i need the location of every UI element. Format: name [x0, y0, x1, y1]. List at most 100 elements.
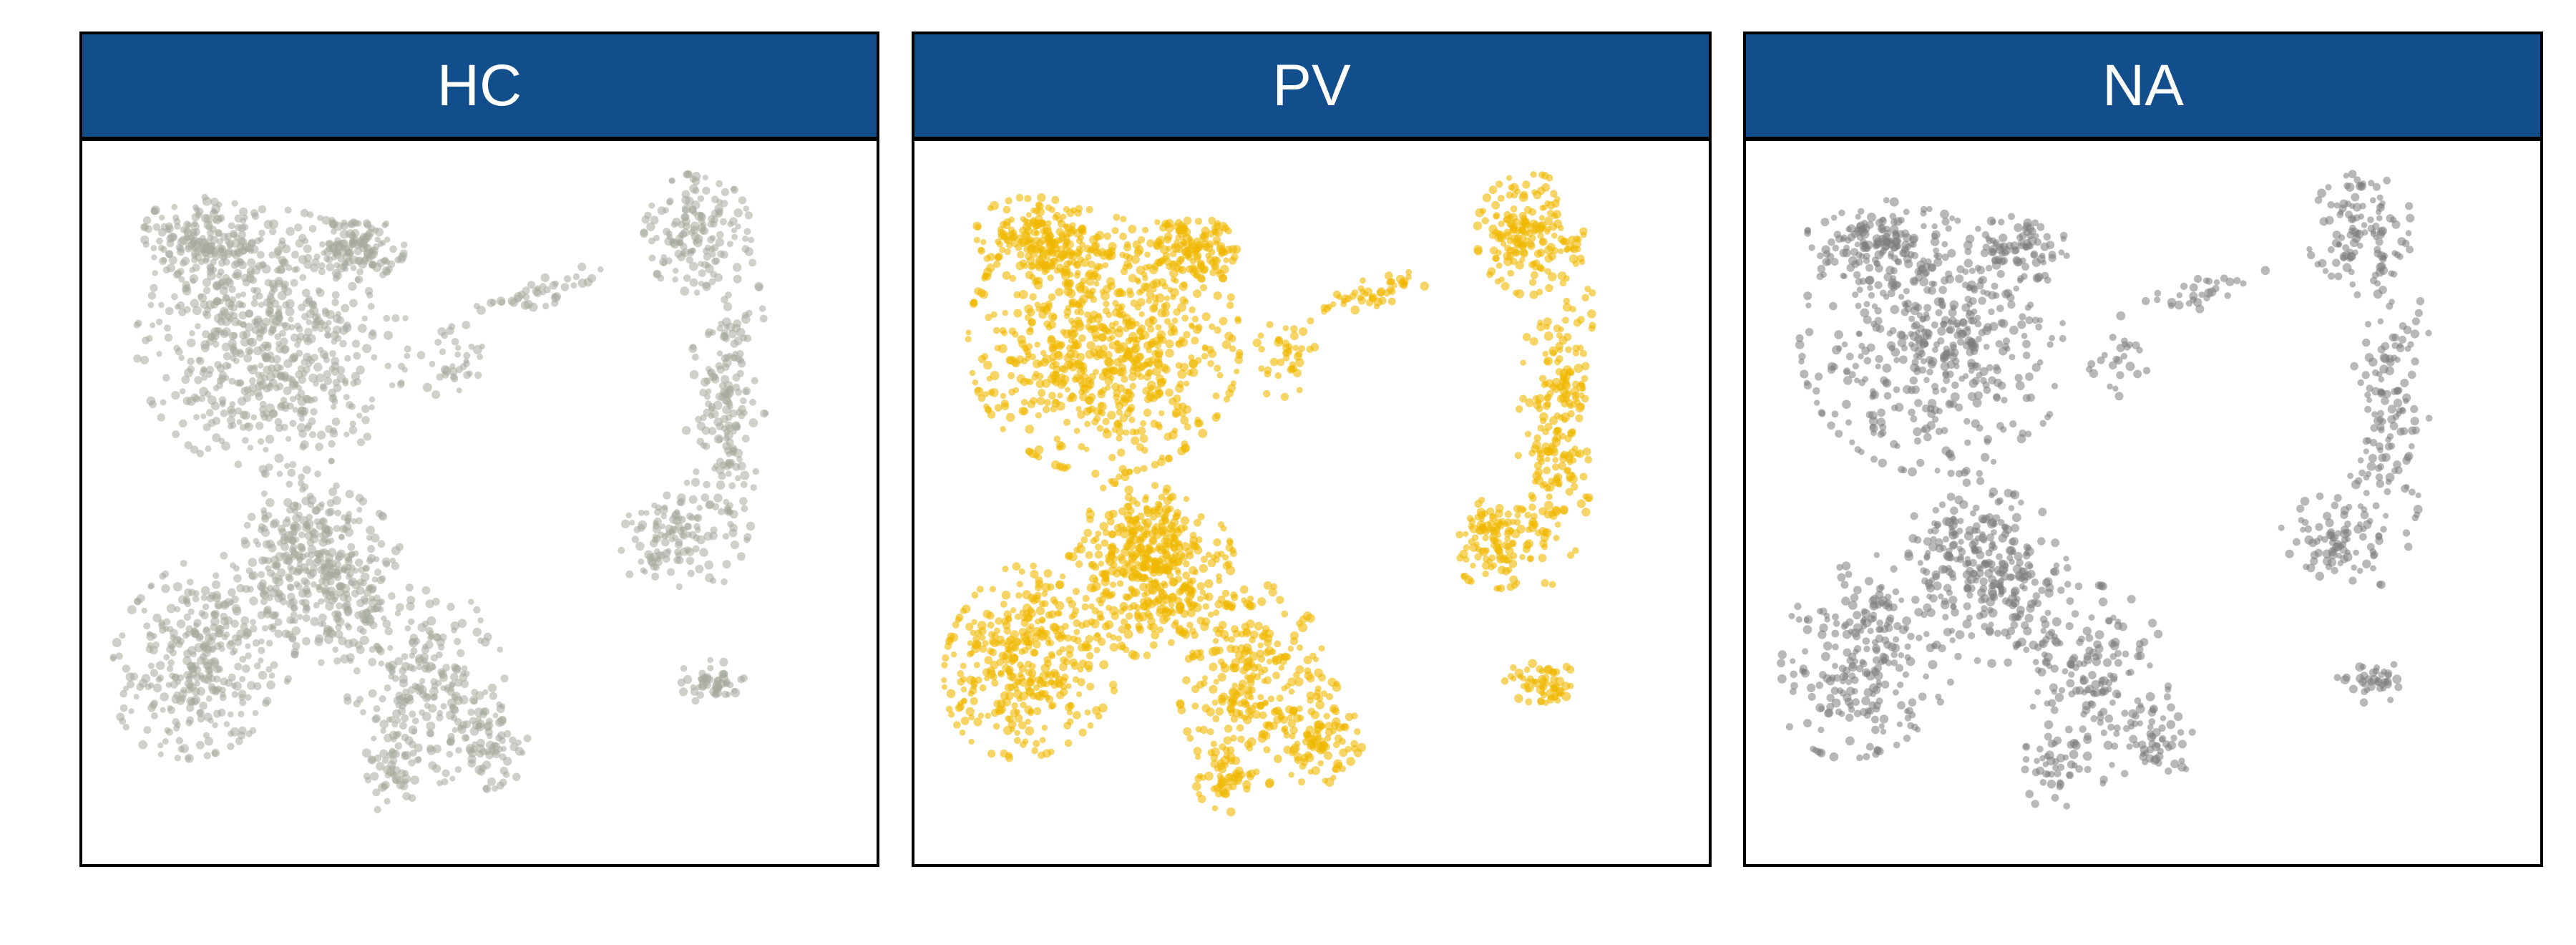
scatter-point-hc-1473	[318, 613, 327, 622]
scatter-point-pv-715	[1077, 410, 1085, 420]
scatter-point-hc-2313	[740, 397, 747, 404]
scatter-point-pv-1344	[966, 651, 974, 658]
scatter-point-hc-11	[391, 314, 400, 322]
scatter-point-pv-2166	[1257, 597, 1267, 606]
scatter-point-hc-2115	[669, 238, 678, 247]
scatter-point-hc-2550	[535, 285, 541, 292]
scatter-point-hc-2126	[727, 220, 734, 228]
scatter-point-hc-1598	[326, 508, 335, 516]
scatter-point-pv-24	[1029, 293, 1037, 301]
scatter-point-hc-1214	[186, 672, 194, 679]
facet-title-hc: HC	[436, 52, 522, 118]
scatter-point-hc-2596	[463, 371, 472, 379]
scatter-point-pv-1790	[1141, 591, 1148, 598]
scatter-point-pv-470	[1028, 319, 1035, 326]
scatter-point-pv-1195	[941, 662, 948, 669]
scatter-point-pv-1325	[1041, 600, 1049, 608]
scatter-point-pv-1296	[1047, 583, 1055, 591]
scatter-point-hc-593	[306, 334, 316, 344]
scatter-point-pv-1270	[1067, 709, 1073, 716]
scatter-point-pv-2186	[1267, 695, 1275, 702]
scatter-point-pv-2160	[1219, 630, 1229, 639]
scatter-point-pv-1616	[1156, 626, 1164, 634]
scatter-point-hc-231	[367, 303, 375, 310]
scatter-point-pv-542	[1116, 409, 1123, 416]
scatter-point-hc-485	[179, 388, 186, 394]
scatter-point-hc-1518	[344, 595, 352, 603]
scatter-point-hc-2345	[740, 470, 750, 480]
scatter-point-hc-2283	[681, 426, 691, 435]
scatter-point-hc-623	[239, 331, 248, 340]
scatter-point-hc-2413	[703, 531, 713, 541]
scatter-point-hc-1245	[195, 634, 204, 642]
scatter-point-hc-1729	[405, 583, 414, 592]
scatter-point-hc-2460	[638, 509, 645, 516]
scatter-point-pv-1379	[1084, 643, 1093, 651]
scatter-point-pv-2275	[1357, 742, 1367, 752]
scatter-point-pv-2122	[1297, 644, 1303, 651]
scatter-point-pv-686	[1151, 294, 1159, 302]
scatter-point-pv-252	[1107, 410, 1116, 420]
scatter-point-pv-1999	[1228, 636, 1236, 643]
scatter-point-hc-1969	[496, 701, 503, 708]
scatter-point-hc-2405	[625, 512, 632, 518]
scatter-point-hc-2307	[700, 414, 707, 422]
scatter-point-pv-1426	[1010, 607, 1017, 614]
scatter-point-hc-613	[308, 373, 318, 383]
scatter-point-hc-2145	[685, 196, 694, 206]
scatter-point-hc-884	[378, 241, 384, 247]
scatter-point-hc-1357	[366, 525, 376, 535]
scatter-point-hc-1917	[492, 712, 499, 719]
scatter-point-hc-1566	[280, 542, 289, 551]
scatter-point-hc-897	[303, 244, 312, 253]
scatter-point-hc-2170	[716, 480, 726, 490]
scatter-point-hc-2336	[696, 437, 704, 446]
scatter-point-hc-25	[235, 407, 243, 415]
scatter-point-pv-2139	[1294, 677, 1304, 687]
scatter-point-pv-871	[1029, 218, 1038, 227]
scatter-point-hc-2004	[401, 751, 408, 757]
scatter-point-pv-1384	[1072, 676, 1080, 683]
scatter-point-hc-518	[197, 293, 204, 300]
scatter-point-pv-1766	[1176, 551, 1186, 561]
scatter-point-hc-1820	[460, 679, 469, 689]
scatter-point-pv-2233	[1330, 775, 1337, 781]
scatter-point-pv-1454	[1050, 680, 1059, 689]
scatter-point-hc-2231	[749, 398, 756, 406]
scatter-point-hc-1801	[424, 702, 431, 709]
scatter-point-hc-526	[250, 299, 258, 307]
scatter-point-pv-1424	[1018, 568, 1025, 575]
scatter-point-hc-114	[313, 362, 323, 372]
scatter-point-pv-1928	[1158, 518, 1166, 526]
scatter-point-pv-105	[1128, 225, 1137, 233]
scatter-point-hc-1414	[391, 561, 400, 571]
scatter-point-hc-1839	[343, 697, 352, 705]
scatter-point-pv-227	[1165, 339, 1174, 349]
scatter-point-pv-1764	[1152, 598, 1160, 606]
scatter-point-pv-920	[975, 223, 982, 231]
scatter-point-hc-2141	[666, 233, 673, 241]
scatter-point-hc-621	[306, 355, 313, 362]
scatter-point-pv-2078	[1317, 674, 1326, 682]
scatter-point-hc-1675	[477, 617, 484, 624]
scatter-point-hc-232	[171, 391, 180, 400]
scatter-point-hc-1532	[384, 627, 393, 636]
scatter-point-hc-926	[166, 665, 174, 672]
scatter-point-hc-415	[286, 264, 293, 271]
scatter-point-hc-2130	[685, 170, 693, 178]
scatter-point-pv-1248	[1012, 562, 1021, 571]
scatter-point-hc-494	[149, 400, 157, 409]
scatter-point-pv-930	[1011, 238, 1020, 248]
scatter-point-hc-2358	[725, 459, 732, 466]
scatter-point-hc-2140	[663, 228, 670, 236]
scatter-point-pv-1697	[1169, 556, 1176, 563]
scatter-point-hc-1003	[127, 680, 135, 689]
scatter-point-pv-357	[1173, 394, 1181, 403]
scatter-point-hc-1863	[446, 750, 454, 758]
scatter-point-hc-2133	[670, 221, 678, 228]
scatter-point-hc-286	[331, 338, 338, 345]
scatter-point-hc-760	[173, 271, 181, 279]
scatter-point-hc-2054	[681, 190, 691, 198]
scatter-point-pv-129	[1036, 397, 1045, 405]
scatter-point-hc-174	[309, 431, 316, 439]
